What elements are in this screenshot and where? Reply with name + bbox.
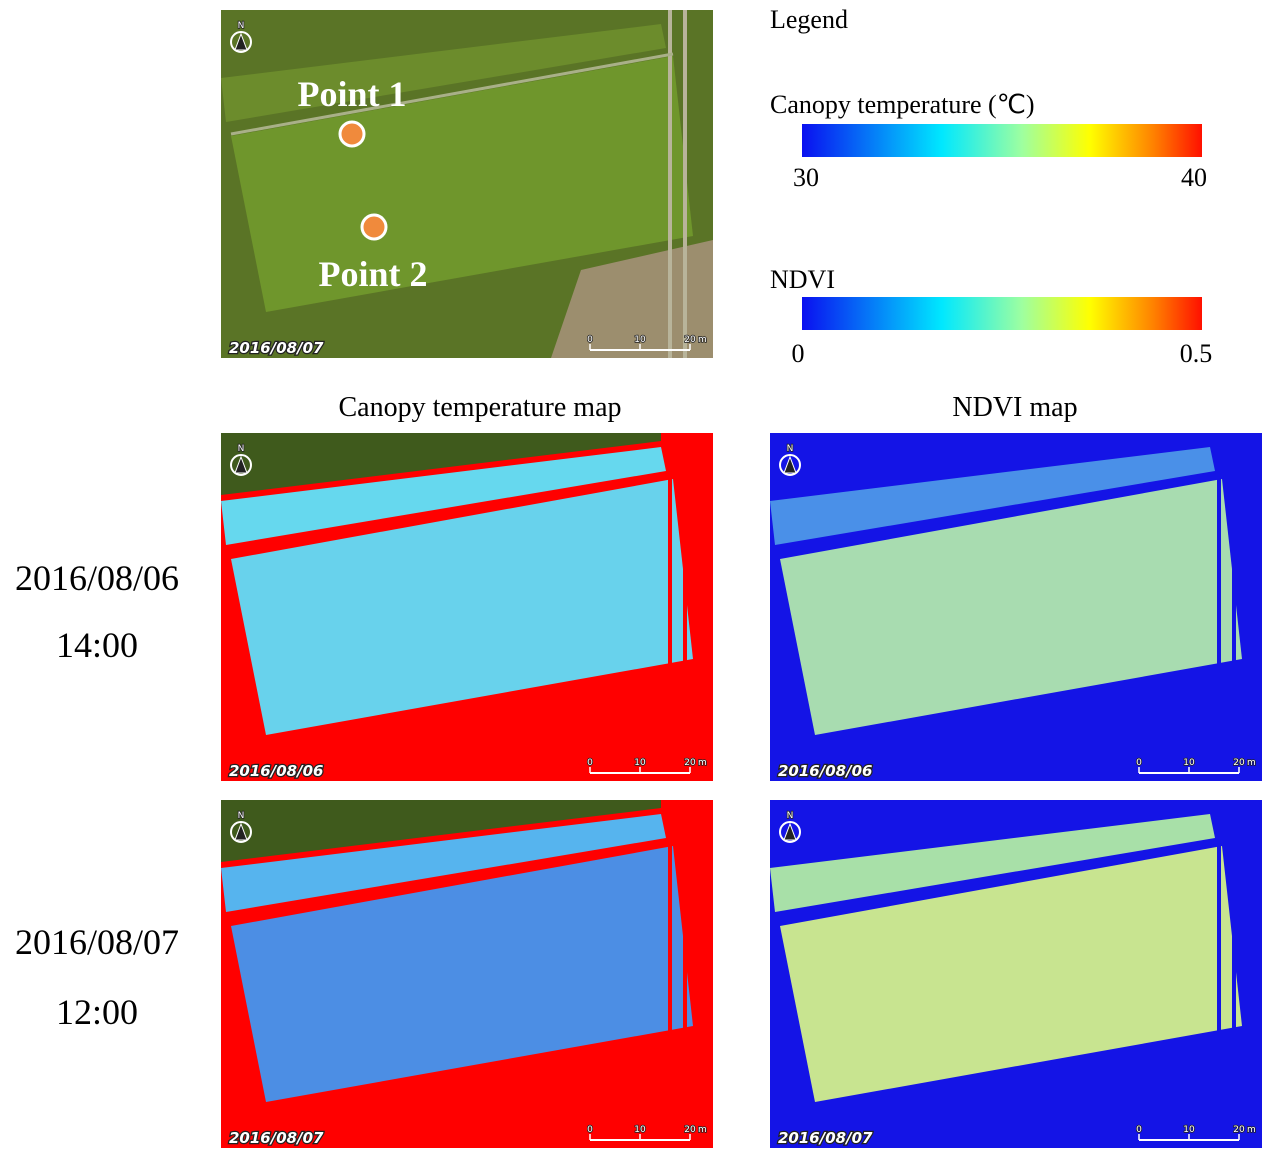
scale-unit: m [698,335,707,345]
row-time: 12:00 [56,992,138,1032]
row-date: 2016/08/06 [15,558,179,598]
date-stamp: 2016/08/06 [778,762,872,780]
road [1217,800,1221,1148]
canopy-legend-label: Canopy temperature (℃) [770,90,1035,119]
scale-label: 10 [1183,758,1195,768]
ndvi-min: 0 [792,339,805,368]
north-label: N [238,21,245,31]
scale-label: 0 [1136,1125,1142,1135]
figure: Legend Canopy temperature (℃) 30 40 NDVI… [0,0,1269,1153]
date-stamp: 2016/08/07 [778,1129,873,1147]
road [668,10,672,358]
scale-label: 10 [634,1125,646,1135]
scale-label: 0 [587,1125,593,1135]
point-label: Point 2 [318,254,427,294]
road [683,433,687,781]
scale-unit: m [698,758,707,768]
road [1217,433,1221,781]
scale-label: 10 [634,758,646,768]
column-header: NDVI map [952,392,1077,423]
page: Legend Canopy temperature (℃) 30 40 NDVI… [0,0,1269,1153]
road [683,800,687,1148]
scale-unit: m [698,1125,707,1135]
point-marker [340,122,364,146]
scale-unit: m [1247,1125,1256,1135]
canopy-max: 40 [1181,163,1207,192]
point-marker [362,215,386,239]
scale-label: 0 [587,335,593,345]
ndvi-max: 0.5 [1180,339,1213,368]
legend-title: Legend [770,5,848,34]
road [1232,433,1236,781]
road [668,433,672,781]
scale-label: 10 [1183,1125,1195,1135]
scale-label: 10 [634,335,646,345]
scale-unit: m [1247,758,1256,768]
row-time: 14:00 [56,625,138,665]
date-stamp: 2016/08/07 [229,339,324,357]
north-label: N [238,444,245,454]
scale-label: 20 [684,758,696,768]
road [1232,800,1236,1148]
road [683,10,687,358]
scale-label: 20 [1233,758,1245,768]
scale-label: 0 [1136,758,1142,768]
road [668,800,672,1148]
date-stamp: 2016/08/07 [229,1129,324,1147]
scale-label: 20 [684,335,696,345]
north-label: N [787,444,794,454]
canopy-colorbar [802,124,1202,157]
canopy-min: 30 [793,163,819,192]
point-label: Point 1 [297,74,406,114]
scale-label: 20 [684,1125,696,1135]
scale-label: 20 [1233,1125,1245,1135]
ndvi-colorbar [802,297,1202,330]
date-stamp: 2016/08/06 [229,762,323,780]
north-label: N [787,811,794,821]
north-label: N [238,811,245,821]
column-header: Canopy temperature map [338,392,621,423]
scale-label: 0 [587,758,593,768]
ndvi-legend-label: NDVI [770,265,835,294]
row-date: 2016/08/07 [15,922,179,962]
